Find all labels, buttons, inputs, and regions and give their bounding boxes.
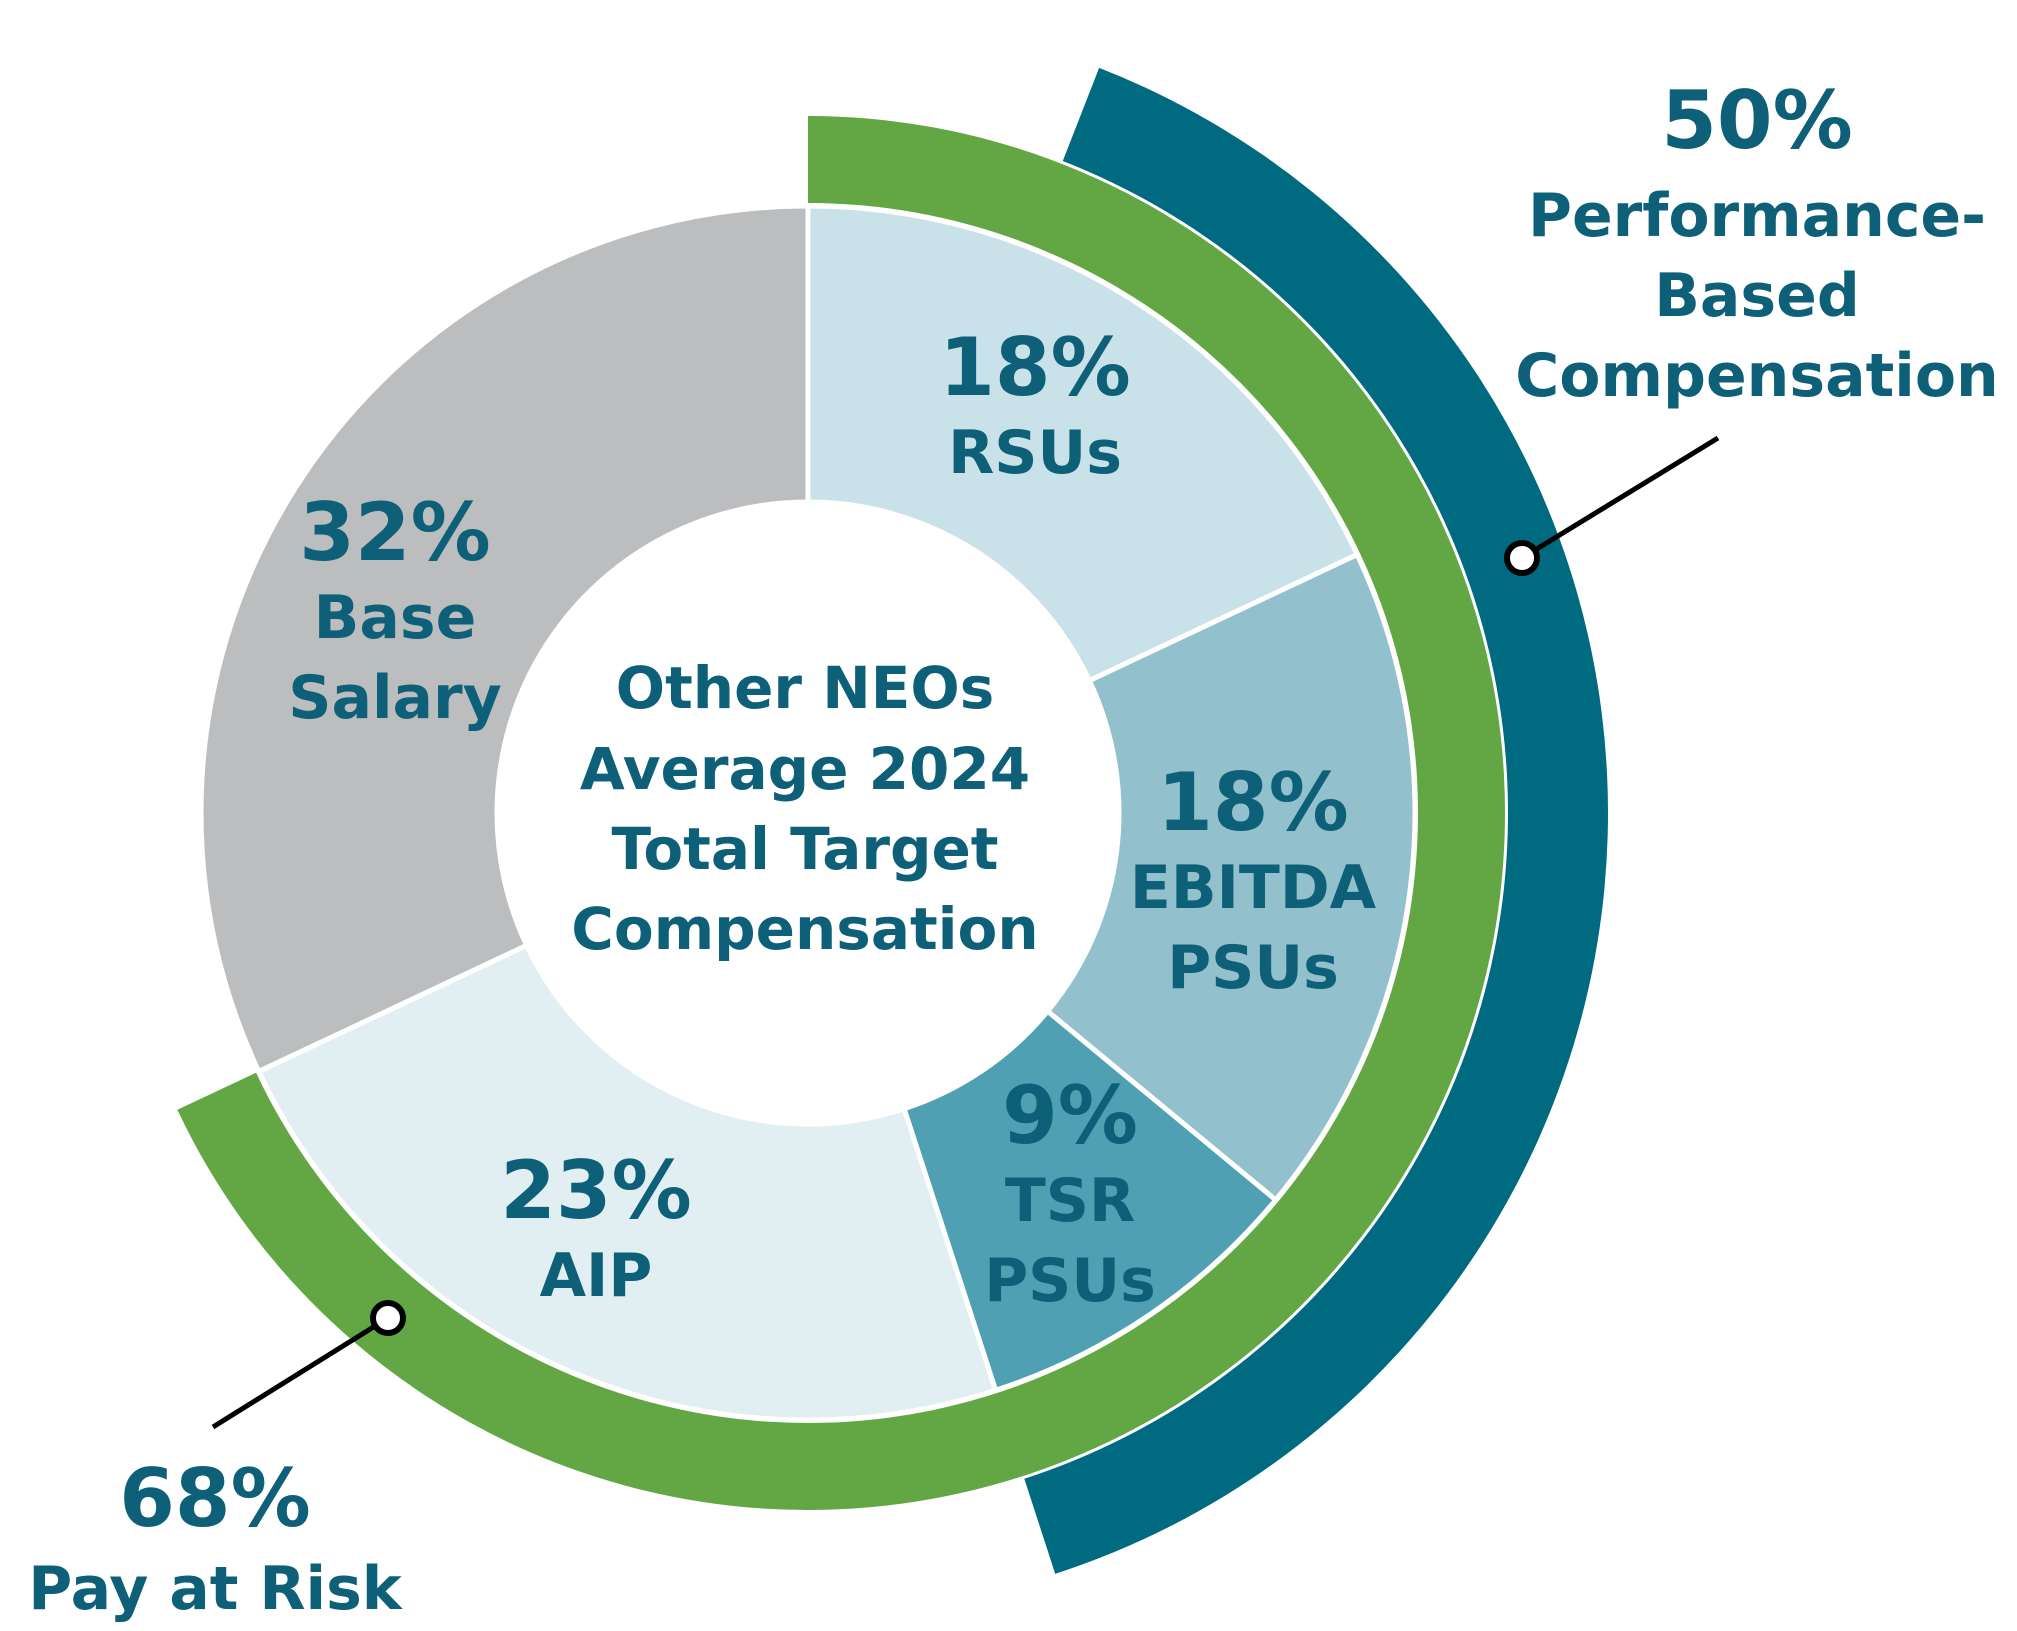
pay-at-risk-callout: 68% Pay at Risk	[28, 1300, 406, 1624]
slice-label-tsr-line-1: TSR	[1005, 1166, 1135, 1236]
slice-label-aip: 23%AIP	[500, 1144, 691, 1311]
slice-pct-tsr: 9%	[1002, 1069, 1138, 1162]
performance-callout-dot	[1504, 540, 1540, 576]
slice-label-rsus: 18%RSUs	[939, 321, 1130, 488]
slice-pct-aip: 23%	[500, 1144, 691, 1237]
slice-aip	[255, 942, 999, 1423]
slice-label-salary: 32%Base Salary	[288, 486, 501, 733]
slice-label-ebitda: 18%EBITDA PSUs	[1130, 756, 1377, 1003]
performance-callout-line-3: Compensation	[1515, 341, 1999, 411]
slice-label-ebitda-line-2: PSUs	[1167, 933, 1339, 1003]
slice-label-aip-line-1: AIP	[540, 1241, 653, 1311]
center-title-line-3: Total Target	[611, 815, 998, 883]
performance-callout-leader	[1520, 435, 1720, 561]
slice-rsus	[805, 203, 1361, 684]
outer-arcs	[177, 67, 1608, 1574]
center-title-line-4: Compensation	[571, 895, 1038, 963]
pay-at-risk-callout-pct: 68%	[119, 1452, 310, 1545]
slice-label-rsus-line-1: RSUs	[948, 418, 1122, 488]
slice-salary	[198, 203, 811, 1075]
outer-arc-performance	[1024, 67, 1608, 1574]
pay-at-risk-callout-leader	[211, 1315, 390, 1430]
slice-ebitda	[1044, 551, 1418, 1204]
center-title-line-1: Other NEOs	[616, 654, 994, 722]
performance-callout: 50% Performance- Based Compensation	[1504, 74, 1999, 576]
slice-label-ebitda-line-1: EBITDA	[1130, 853, 1377, 923]
slice-labels: 18%RSUs18%EBITDAPSUs9%TSRPSUs23%AIP32%Ba…	[288, 321, 1376, 1316]
slice-label-tsr-line-2: PSUs	[984, 1246, 1156, 1316]
slice-label-salary-line-2: Salary	[288, 663, 501, 733]
pay-at-risk-callout-label: Pay at Risk	[28, 1554, 404, 1624]
slice-label-tsr: 9%TSR PSUs	[984, 1069, 1156, 1316]
performance-callout-pct: 50%	[1661, 74, 1852, 167]
slice-pct-rsus: 18%	[939, 321, 1130, 414]
performance-callout-line-2: Based	[1654, 261, 1860, 331]
performance-callout-line-1: Performance-	[1528, 181, 1986, 251]
slice-label-salary-line-1: Base	[314, 583, 477, 653]
slice-pct-ebitda: 18%	[1157, 756, 1348, 849]
center-title-line-2: Average 2024	[580, 735, 1030, 803]
donut-slices	[198, 203, 1418, 1423]
center-title: Other NEOs Average 2024 Total Target Com…	[571, 654, 1038, 963]
slice-pct-salary: 32%	[299, 486, 490, 579]
pay-at-risk-callout-dot	[370, 1300, 406, 1336]
slice-tsr	[900, 1007, 1280, 1394]
